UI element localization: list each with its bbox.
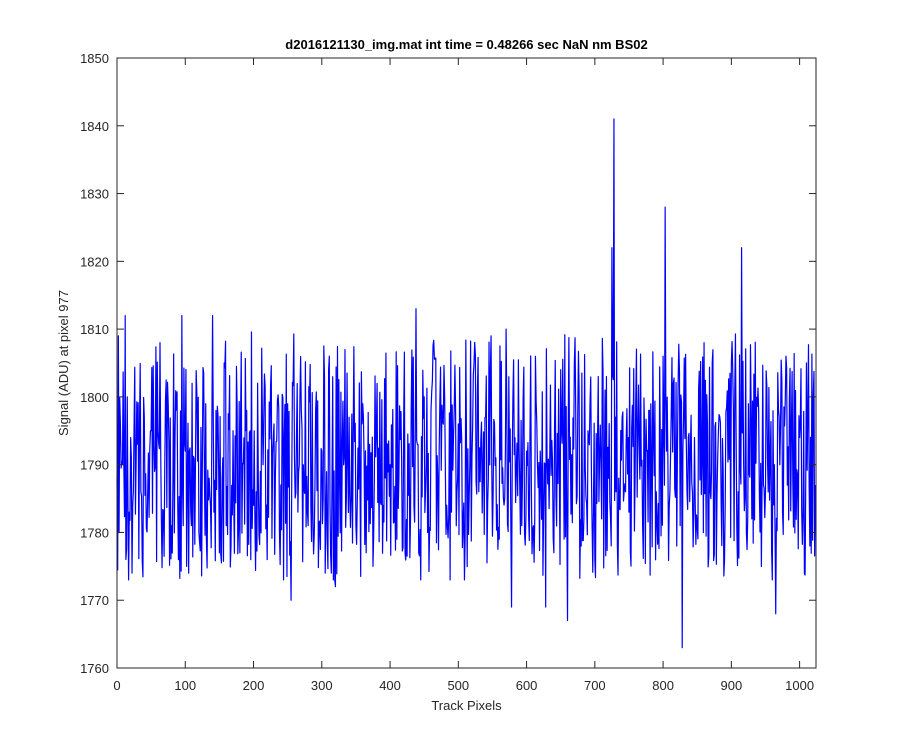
x-tick-label: 900 — [721, 678, 743, 693]
x-tick-label: 400 — [379, 678, 401, 693]
y-tick-label: 1840 — [80, 119, 109, 134]
y-tick-label: 1760 — [80, 661, 109, 676]
plot-frame — [116, 57, 817, 669]
x-tick-label: 1000 — [785, 678, 814, 693]
y-axis-label: Signal (ADU) at pixel 977 — [56, 290, 71, 436]
y-tick-label: 1790 — [80, 458, 109, 473]
y-tick-label: 1780 — [80, 525, 109, 540]
y-tick-label: 1850 — [80, 51, 109, 66]
y-tick-label: 1770 — [80, 593, 109, 608]
y-tick-label: 1830 — [80, 187, 109, 202]
y-tick-label: 1810 — [80, 322, 109, 337]
x-tick-label: 0 — [113, 678, 120, 693]
x-tick-label: 300 — [311, 678, 333, 693]
y-tick-label: 1800 — [80, 390, 109, 405]
series-line — [116, 118, 816, 649]
x-tick-label: 200 — [243, 678, 265, 693]
x-tick-label: 600 — [516, 678, 538, 693]
x-axis-label: Track Pixels — [431, 698, 502, 713]
x-tick-label: 700 — [584, 678, 606, 693]
y-tick-label: 1820 — [80, 254, 109, 269]
x-tick-label: 800 — [652, 678, 674, 693]
x-tick-label: 500 — [447, 678, 469, 693]
x-tick-label: 100 — [174, 678, 196, 693]
chart-title: d2016121130_img.mat int time = 0.48266 s… — [285, 37, 647, 52]
